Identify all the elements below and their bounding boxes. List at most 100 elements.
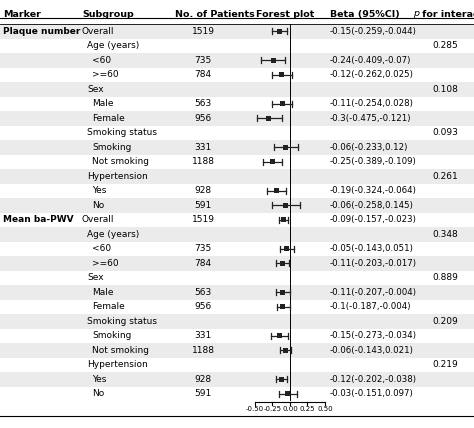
Text: Age (years): Age (years)	[87, 41, 139, 50]
Bar	[0, 241, 474, 256]
Text: Not smoking: Not smoking	[92, 157, 149, 166]
Text: -0.25(-0.389,-0.109): -0.25(-0.389,-0.109)	[330, 157, 417, 166]
Text: -0.24(-0.409,-0.07): -0.24(-0.409,-0.07)	[330, 56, 411, 65]
Text: Hypertension: Hypertension	[87, 172, 148, 181]
Text: Overall: Overall	[82, 27, 115, 36]
Text: for interaction: for interaction	[419, 9, 474, 18]
Text: Male: Male	[92, 99, 113, 108]
Bar	[0, 329, 474, 343]
Text: -0.15(-0.259,-0.044): -0.15(-0.259,-0.044)	[330, 27, 417, 36]
Text: Yes: Yes	[92, 375, 106, 384]
Bar	[281, 217, 286, 222]
Bar	[0, 24, 474, 39]
Text: -0.25: -0.25	[264, 406, 282, 412]
Text: Male: Male	[92, 288, 113, 297]
Bar	[277, 29, 282, 34]
Text: 956: 956	[194, 114, 211, 123]
Bar	[0, 343, 474, 357]
Text: 591: 591	[194, 389, 211, 398]
Bar	[0, 39, 474, 53]
Text: >=60: >=60	[92, 70, 118, 79]
Text: -0.12(-0.262,0.025): -0.12(-0.262,0.025)	[330, 70, 414, 79]
Bar	[271, 58, 276, 63]
Text: Beta (95%CI): Beta (95%CI)	[330, 9, 400, 18]
Text: 563: 563	[194, 288, 211, 297]
Text: 1519: 1519	[191, 215, 215, 224]
Text: Yes: Yes	[92, 186, 106, 195]
Text: Sex: Sex	[87, 85, 104, 94]
Text: Female: Female	[92, 114, 125, 123]
Bar	[0, 82, 474, 96]
Text: 1188: 1188	[191, 157, 215, 166]
Bar	[0, 111, 474, 125]
Text: 1519: 1519	[191, 27, 215, 36]
Text: $\it{p}$: $\it{p}$	[413, 9, 420, 20]
Text: -0.19(-0.324,-0.064): -0.19(-0.324,-0.064)	[330, 186, 417, 195]
Text: 0.093: 0.093	[432, 128, 458, 137]
Text: 331: 331	[194, 331, 211, 340]
Text: -0.06(-0.258,0.145): -0.06(-0.258,0.145)	[330, 201, 414, 210]
Text: 1188: 1188	[191, 346, 215, 355]
Text: <60: <60	[92, 56, 111, 65]
Text: 956: 956	[194, 302, 211, 311]
Text: Marker: Marker	[3, 9, 41, 18]
Text: 0.261: 0.261	[432, 172, 458, 181]
Bar	[0, 125, 474, 140]
Bar	[283, 348, 288, 353]
Text: No. of Patients: No. of Patients	[175, 9, 255, 18]
Bar	[0, 285, 474, 300]
Text: 735: 735	[194, 244, 211, 253]
Text: 928: 928	[194, 375, 211, 384]
Text: 0.209: 0.209	[432, 317, 458, 326]
Bar	[279, 377, 284, 382]
Text: 0.25: 0.25	[300, 406, 315, 412]
Text: -0.11(-0.254,0.028): -0.11(-0.254,0.028)	[330, 99, 414, 108]
Bar	[285, 391, 291, 396]
Bar	[0, 184, 474, 198]
Text: 563: 563	[194, 99, 211, 108]
Text: Smoking: Smoking	[92, 331, 131, 340]
Bar	[279, 72, 284, 77]
Text: 0.00: 0.00	[282, 406, 298, 412]
Bar	[0, 227, 474, 241]
Text: 0.219: 0.219	[432, 360, 458, 369]
Bar	[280, 261, 285, 266]
Bar	[281, 304, 285, 309]
Text: -0.03(-0.151,0.097): -0.03(-0.151,0.097)	[330, 389, 414, 398]
Text: No: No	[92, 389, 104, 398]
Bar	[270, 159, 275, 164]
Text: -0.11(-0.203,-0.017): -0.11(-0.203,-0.017)	[330, 259, 417, 268]
Text: -0.1(-0.187,-0.004): -0.1(-0.187,-0.004)	[330, 302, 411, 311]
Bar	[284, 246, 289, 251]
Text: -0.09(-0.157,-0.023): -0.09(-0.157,-0.023)	[330, 215, 417, 224]
Bar	[0, 357, 474, 372]
Text: No: No	[92, 201, 104, 210]
Text: Hypertension: Hypertension	[87, 360, 148, 369]
Text: Plaque number: Plaque number	[3, 27, 81, 36]
Bar	[0, 169, 474, 184]
Bar	[283, 203, 288, 208]
Text: Female: Female	[92, 302, 125, 311]
Bar	[0, 198, 474, 212]
Text: -0.12(-0.202,-0.038): -0.12(-0.202,-0.038)	[330, 375, 417, 384]
Text: 928: 928	[194, 186, 211, 195]
Text: 0.348: 0.348	[432, 230, 458, 239]
Bar	[266, 116, 272, 121]
Bar	[280, 290, 285, 295]
Text: Forest plot: Forest plot	[256, 9, 314, 18]
Text: Smoking status: Smoking status	[87, 128, 157, 137]
Text: 784: 784	[194, 259, 211, 268]
Text: >=60: >=60	[92, 259, 118, 268]
Bar	[0, 256, 474, 270]
Text: Not smoking: Not smoking	[92, 346, 149, 355]
Text: 735: 735	[194, 56, 211, 65]
Text: <60: <60	[92, 244, 111, 253]
Bar	[277, 333, 282, 338]
Text: 784: 784	[194, 70, 211, 79]
Bar	[0, 300, 474, 314]
Text: 0.50: 0.50	[317, 406, 333, 412]
Text: Mean ba-PWV: Mean ba-PWV	[3, 215, 73, 224]
Bar	[283, 145, 288, 150]
Text: -0.3(-0.475,-0.121): -0.3(-0.475,-0.121)	[330, 114, 411, 123]
Text: 331: 331	[194, 143, 211, 152]
